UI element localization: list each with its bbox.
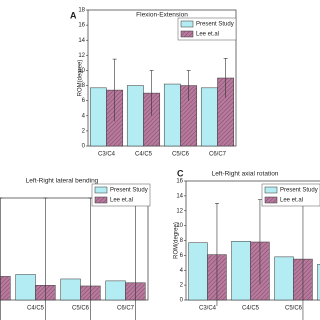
x-tick-label: C5/C6	[285, 306, 303, 312]
chart-title: Left-Right axial rotation	[212, 171, 279, 178]
bar-hatch	[0, 276, 11, 300]
legend-swatch	[94, 186, 108, 194]
bar	[15, 274, 36, 301]
bar	[231, 240, 251, 301]
x-tick-label: C5/C6	[72, 306, 90, 312]
bar-hatch	[143, 93, 160, 146]
chart-title: Flexion-Extension	[136, 12, 188, 19]
panel-label: C	[177, 168, 184, 178]
legend-swatch	[180, 20, 194, 28]
bar	[200, 87, 218, 147]
y-tick-label: 14	[176, 193, 183, 199]
y-tick-label: 10	[176, 223, 183, 229]
y-tick-label: 16	[78, 23, 85, 29]
bar	[89, 87, 107, 147]
y-tick-label: 0	[180, 298, 184, 304]
plot-frame	[0, 197, 149, 301]
bar	[126, 85, 144, 147]
legend-hatch	[95, 197, 107, 203]
bar	[60, 278, 81, 301]
x-tick-label: C5/C6	[172, 152, 190, 158]
y-tick-label: 0	[82, 144, 86, 150]
bar	[274, 256, 294, 301]
y-tick-label: 6	[82, 98, 86, 104]
legend-label: Lee et.al	[196, 32, 219, 38]
y-tick-label: 18	[78, 8, 85, 14]
x-tick-label: C4/C5	[135, 152, 153, 158]
y-tick-label: 10	[78, 68, 85, 74]
y-tick-label: 12	[176, 208, 183, 214]
bar	[105, 280, 126, 301]
legend-hatch	[265, 197, 277, 203]
y-tick-label: 2	[180, 283, 184, 289]
legend-label: Present Study	[280, 188, 318, 194]
x-tick-label: C6/C7	[117, 306, 135, 312]
x-tick-label: C6/C7	[209, 152, 227, 158]
bar-hatch	[180, 85, 197, 146]
y-tick-label: 8	[82, 83, 86, 89]
y-tick-label: 16	[176, 179, 183, 185]
y-tick-label: 14	[78, 38, 85, 44]
x-tick-label: C3/C4	[199, 306, 217, 312]
legend-label: Present Study	[196, 22, 234, 28]
bar	[317, 264, 320, 301]
bar-hatch	[217, 78, 234, 146]
bar	[188, 242, 208, 301]
y-tick-label: 12	[78, 53, 85, 59]
x-tick-label: C4/C5	[242, 306, 260, 312]
chart-title: Left-Right lateral bending	[26, 178, 99, 185]
x-tick-label: C3/C4	[98, 152, 116, 158]
plot-frame	[87, 9, 237, 147]
y-axis-label: ROM(degree)	[174, 222, 180, 259]
legend-hatch	[181, 31, 193, 37]
y-axis-label: ROM(degree)	[78, 60, 84, 97]
legend-label: Lee et.al	[280, 198, 303, 204]
legend-swatch	[264, 186, 278, 194]
y-tick-label: 8	[180, 238, 184, 244]
y-tick-label: 2	[82, 128, 86, 134]
y-tick-label: 4	[180, 268, 184, 274]
y-tick-label: 6	[180, 253, 184, 259]
legend-label: Lee et.al	[110, 198, 133, 204]
panel-label: A	[70, 10, 77, 20]
y-tick-label: 4	[82, 113, 86, 119]
x-tick-label: C4/C5	[27, 306, 45, 312]
legend-label: Present Study	[110, 188, 148, 194]
bar	[163, 83, 181, 147]
